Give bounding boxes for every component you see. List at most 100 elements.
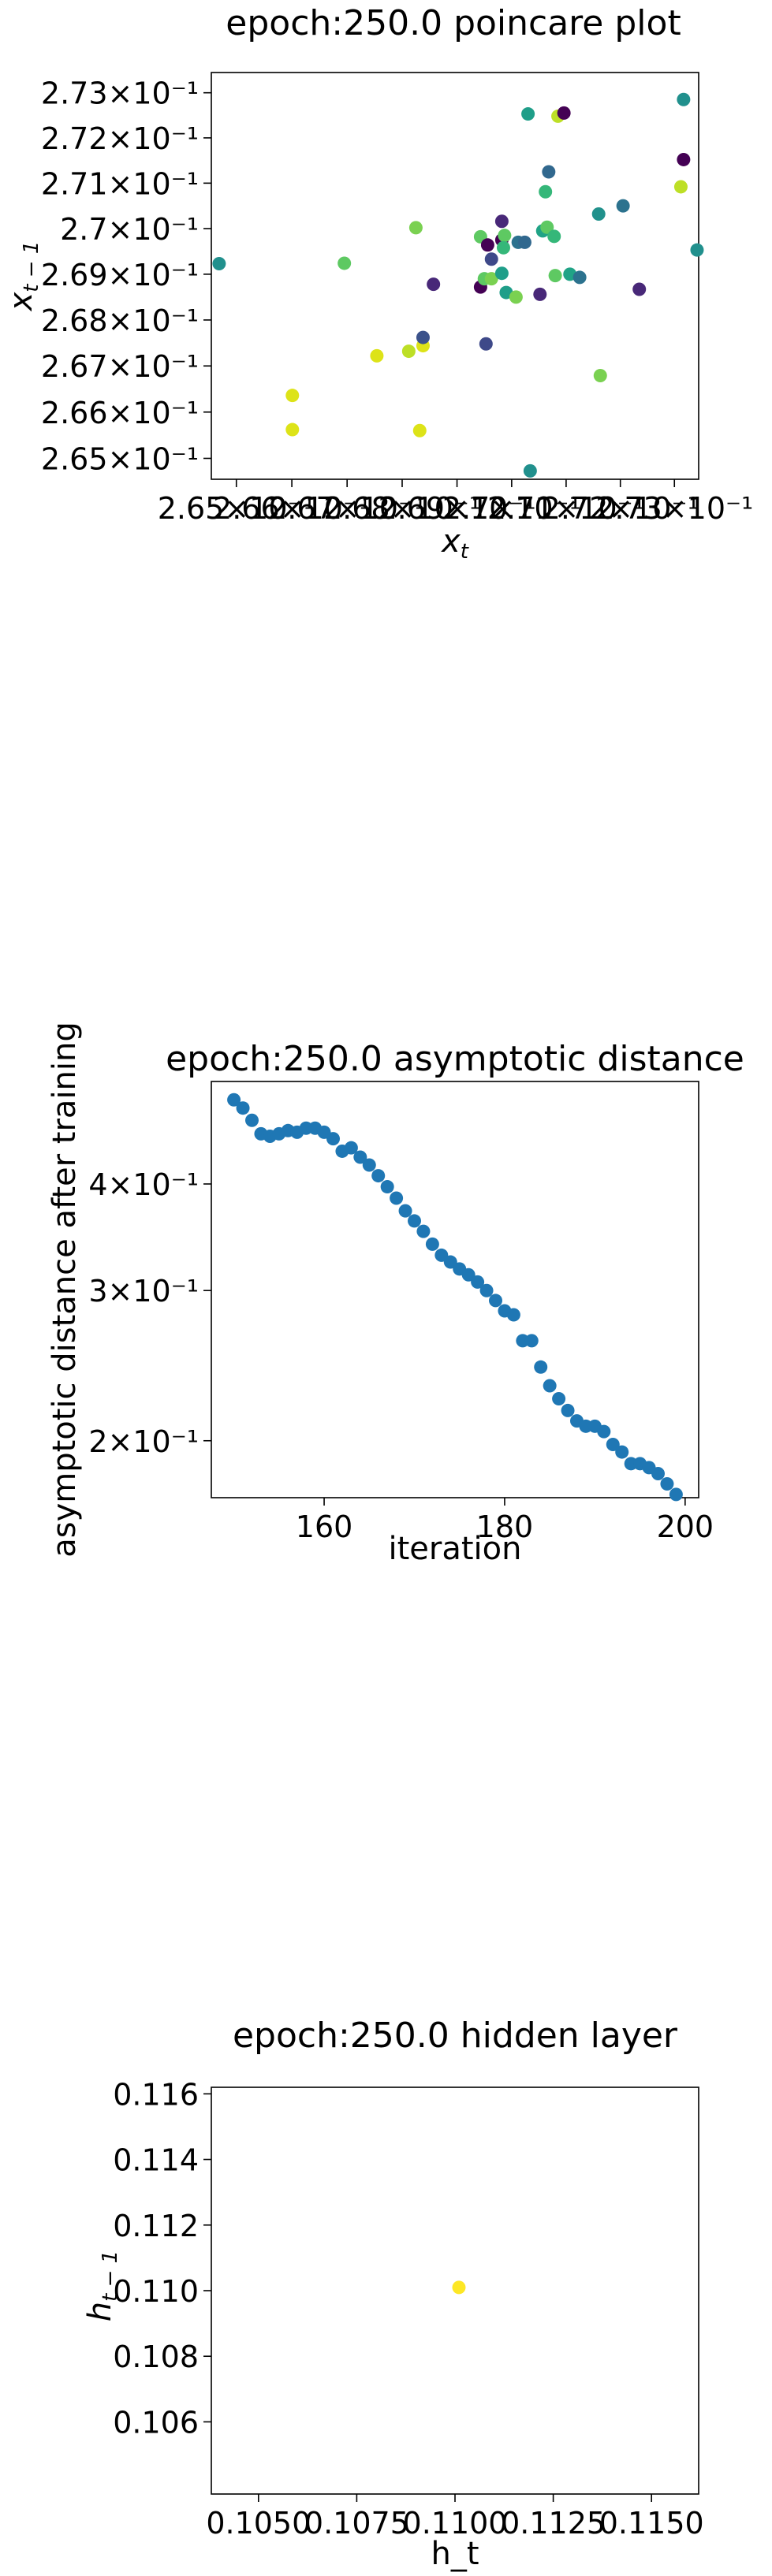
asymptotic-x-ticks: 160 180 200 <box>296 1498 714 1544</box>
scatter-point <box>632 282 647 296</box>
y-tick-label: 2.66×10⁻¹ <box>41 396 199 430</box>
y-tick-label: 2.67×10⁻¹ <box>41 349 199 384</box>
scatter-point <box>494 214 509 229</box>
scatter-point <box>542 165 556 179</box>
distance-point <box>606 1437 620 1451</box>
distance-point <box>461 1268 476 1282</box>
scatter-point <box>523 463 537 478</box>
distance-point <box>227 1093 241 1107</box>
x-tick-label: 2.69×10⁻¹ <box>379 491 536 526</box>
scatter-point <box>484 272 498 286</box>
hidden-state-point <box>452 2280 466 2295</box>
scatter-point <box>677 92 691 106</box>
scatter-point <box>494 266 509 281</box>
scatter-point <box>593 369 607 383</box>
scatter-point <box>616 199 630 213</box>
y-tick-label: 2.73×10⁻¹ <box>41 76 199 111</box>
x-tick-label: 200 <box>657 1509 714 1544</box>
distance-point <box>534 1360 548 1374</box>
distance-point <box>561 1403 575 1417</box>
y-tick-label: 0.106 <box>113 2405 199 2440</box>
x-tick-label: 160 <box>296 1509 353 1544</box>
distance-point <box>390 1191 404 1205</box>
scatter-point <box>572 270 587 285</box>
distance-point <box>353 1150 367 1164</box>
distance-point <box>245 1113 259 1127</box>
poincare-chart: epoch:250.0 poincare plot 2.65×10⁻¹2.66×… <box>3 3 753 564</box>
distance-point <box>443 1255 457 1269</box>
scatter-point <box>498 229 512 243</box>
x-tick-label: 2.66×10⁻¹ <box>213 491 371 526</box>
scatter-point <box>547 229 561 244</box>
y-tick-label: 0.116 <box>113 2077 199 2112</box>
x-tick-label: 2.68×10⁻¹ <box>323 491 481 526</box>
distance-point <box>524 1334 539 1348</box>
distance-point <box>660 1477 674 1491</box>
scatter-point <box>370 348 384 363</box>
scatter-point <box>412 423 427 437</box>
distance-point <box>416 1224 431 1238</box>
scatter-point <box>557 106 571 120</box>
scatter-point <box>509 290 523 304</box>
poincare-y-label: xt − 1 <box>3 241 43 313</box>
asymptotic-points <box>227 1093 683 1502</box>
poincare-x-ticks: 2.65×10⁻¹2.66×10⁻¹2.67×10⁻¹2.68×10⁻¹2.69… <box>158 479 753 526</box>
poincare-x-label: xt <box>440 523 469 564</box>
x-tick-label: 2.65×10⁻¹ <box>158 491 315 526</box>
scatter-point <box>677 152 691 166</box>
poincare-title: epoch:250.0 poincare plot <box>226 3 681 43</box>
distance-point <box>371 1169 386 1183</box>
scatter-point <box>517 235 531 249</box>
scatter-point <box>285 423 300 437</box>
distance-point <box>479 1283 494 1297</box>
y-tick-label: 2.68×10⁻¹ <box>41 303 199 338</box>
scatter-point <box>212 257 226 271</box>
scatter-point <box>533 287 547 301</box>
poincare-points <box>212 92 704 478</box>
distance-point <box>615 1445 629 1459</box>
x-tick-label: 2.72×10⁻¹ <box>542 491 699 526</box>
poincare-plot-frame <box>211 72 699 480</box>
y-tick-label: 0.112 <box>113 2209 199 2243</box>
x-tick-label: 0.1100 <box>403 2506 508 2541</box>
scatter-point <box>539 184 553 199</box>
asymptotic-y-ticks: 4×10⁻¹ 3×10⁻¹ 2×10⁻¹ <box>88 1167 211 1459</box>
y-tick-label: 0.110 <box>113 2274 199 2309</box>
y-tick-label: 3×10⁻¹ <box>88 1274 199 1308</box>
hidden-layer-title: epoch:250.0 hidden layer <box>233 2016 678 2056</box>
scatter-point <box>496 240 510 255</box>
asymptotic-x-label: iteration <box>389 1531 522 1567</box>
distance-point <box>489 1294 502 1308</box>
x-tick-label: 0.1075 <box>304 2506 409 2541</box>
hidden-layer-y-ticks: 0.106 0.108 0.110 0.112 0.114 0.116 <box>113 2077 211 2440</box>
asymptotic-y-label: asymptotic distance after training <box>47 1022 83 1558</box>
y-tick-label: 0.108 <box>113 2340 199 2374</box>
y-tick-label: 4×10⁻¹ <box>88 1167 199 1202</box>
distance-point <box>344 1141 358 1155</box>
distance-point <box>236 1101 250 1115</box>
y-tick-label: 0.114 <box>113 2143 199 2178</box>
x-tick-label: 180 <box>476 1509 534 1544</box>
scatter-point <box>480 238 494 252</box>
y-tick-label: 2×10⁻¹ <box>88 1424 199 1459</box>
hidden-layer-x-label: h_t <box>431 2536 479 2572</box>
asymptotic-title: epoch:250.0 asymptotic distance <box>166 1039 744 1079</box>
distance-point <box>380 1180 394 1194</box>
scatter-point <box>401 344 416 359</box>
hidden-layer-points <box>452 2280 466 2295</box>
x-tick-label: 2.67×10⁻¹ <box>268 491 426 526</box>
scatter-point <box>591 207 606 221</box>
y-tick-label: 2.65×10⁻¹ <box>41 441 199 476</box>
asymptotic-distance-chart: epoch:250.0 asymptotic distance 4×10⁻¹ 3×… <box>47 1022 744 1567</box>
distance-point <box>362 1158 376 1172</box>
scatter-point <box>416 330 430 344</box>
distance-point <box>552 1391 566 1405</box>
distance-point <box>651 1467 665 1480</box>
hidden-layer-chart: epoch:250.0 hidden layer 0.106 0.108 0.110… <box>82 2016 704 2572</box>
x-tick-label: 0.1050 <box>206 2506 311 2541</box>
distance-point <box>326 1132 340 1146</box>
scatter-point <box>408 221 423 235</box>
scatter-point <box>521 107 535 121</box>
distance-point <box>425 1237 439 1251</box>
distance-point <box>669 1487 683 1502</box>
